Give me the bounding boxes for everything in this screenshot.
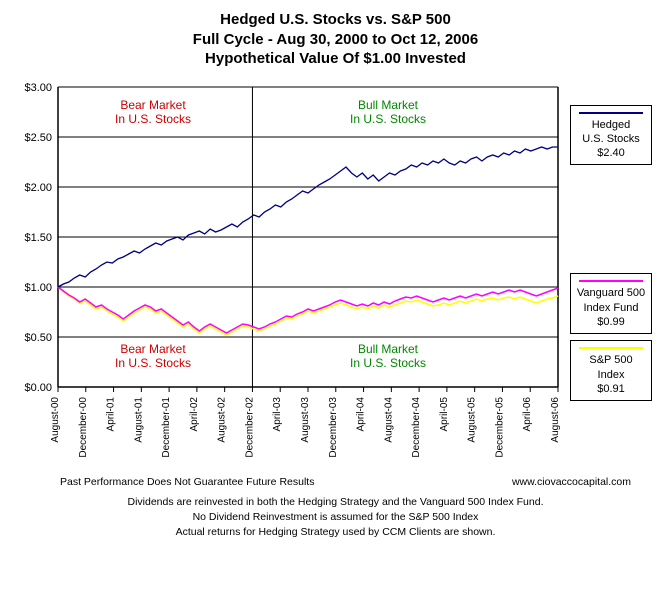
svg-text:In U.S. Stocks: In U.S. Stocks: [350, 112, 426, 126]
legend-item: S&P 500Index$0.91: [570, 340, 652, 401]
legend-item: Vanguard 500Index Fund$0.99: [570, 273, 652, 334]
svg-text:Bear Market: Bear Market: [120, 342, 186, 356]
svg-text:$2.00: $2.00: [24, 182, 52, 194]
svg-text:$1.00: $1.00: [24, 282, 52, 294]
footer: Past Performance Does Not Guarantee Futu…: [10, 475, 661, 540]
svg-text:December-02: December-02: [244, 396, 255, 457]
legend-item: HedgedU.S. Stocks$2.40: [570, 105, 652, 166]
svg-text:August-04: August-04: [383, 396, 394, 442]
svg-text:April-06: April-06: [522, 396, 533, 431]
svg-text:December-01: December-01: [161, 396, 172, 457]
svg-text:$0.50: $0.50: [24, 332, 52, 344]
svg-text:$0.00: $0.00: [24, 382, 52, 394]
svg-text:August-02: August-02: [217, 396, 228, 442]
svg-text:In U.S. Stocks: In U.S. Stocks: [350, 356, 426, 370]
svg-text:August-00: August-00: [50, 396, 61, 442]
disclaimer: Past Performance Does Not Guarantee Futu…: [60, 475, 314, 490]
svg-text:In U.S. Stocks: In U.S. Stocks: [115, 356, 191, 370]
svg-text:$3.00: $3.00: [24, 82, 52, 94]
svg-text:Bear Market: Bear Market: [120, 98, 186, 112]
svg-text:$1.50: $1.50: [24, 232, 52, 244]
svg-text:April-03: April-03: [272, 396, 283, 431]
footer-line2: No Dividend Reinvestment is assumed for …: [10, 510, 661, 525]
footer-line1: Dividends are reinvested in both the Hed…: [10, 495, 661, 510]
svg-text:April-01: April-01: [106, 396, 117, 431]
svg-text:August-01: August-01: [133, 396, 144, 442]
chart-title: Hedged U.S. Stocks vs. S&P 500 Full Cycl…: [10, 10, 661, 69]
svg-text:August-06: August-06: [550, 396, 561, 442]
legend: HedgedU.S. Stocks$2.40 Vanguard 500Index …: [570, 77, 652, 408]
svg-text:April-02: April-02: [189, 396, 200, 431]
svg-text:December-00: December-00: [78, 396, 89, 457]
title-line2: Full Cycle - Aug 30, 2000 to Oct 12, 200…: [10, 30, 661, 50]
svg-text:In U.S. Stocks: In U.S. Stocks: [115, 112, 191, 126]
title-line1: Hedged U.S. Stocks vs. S&P 500: [10, 10, 661, 30]
svg-text:Bull Market: Bull Market: [358, 98, 419, 112]
svg-text:December-03: December-03: [328, 396, 339, 457]
line-chart: $0.00 $0.50 $1.00 $1.50 $2.00 $2.50 $3.00 Augus…: [10, 77, 570, 467]
svg-text:August-05: August-05: [467, 396, 478, 442]
svg-text:December-04: December-04: [411, 396, 422, 457]
source-url: www.ciovaccocapital.com: [512, 475, 631, 490]
title-line3: Hypothetical Value Of $1.00 Invested: [10, 49, 661, 69]
svg-text:Bull Market: Bull Market: [358, 342, 419, 356]
chart-area: $0.00 $0.50 $1.00 $1.50 $2.00 $2.50 $3.00 Augus…: [10, 77, 661, 467]
svg-text:April-05: April-05: [439, 396, 450, 431]
svg-text:December-05: December-05: [494, 396, 505, 457]
footer-line3: Actual returns for Hedging Strategy used…: [10, 525, 661, 540]
svg-text:$2.50: $2.50: [24, 132, 52, 144]
svg-text:April-04: April-04: [356, 396, 367, 431]
svg-text:August-03: August-03: [300, 396, 311, 442]
